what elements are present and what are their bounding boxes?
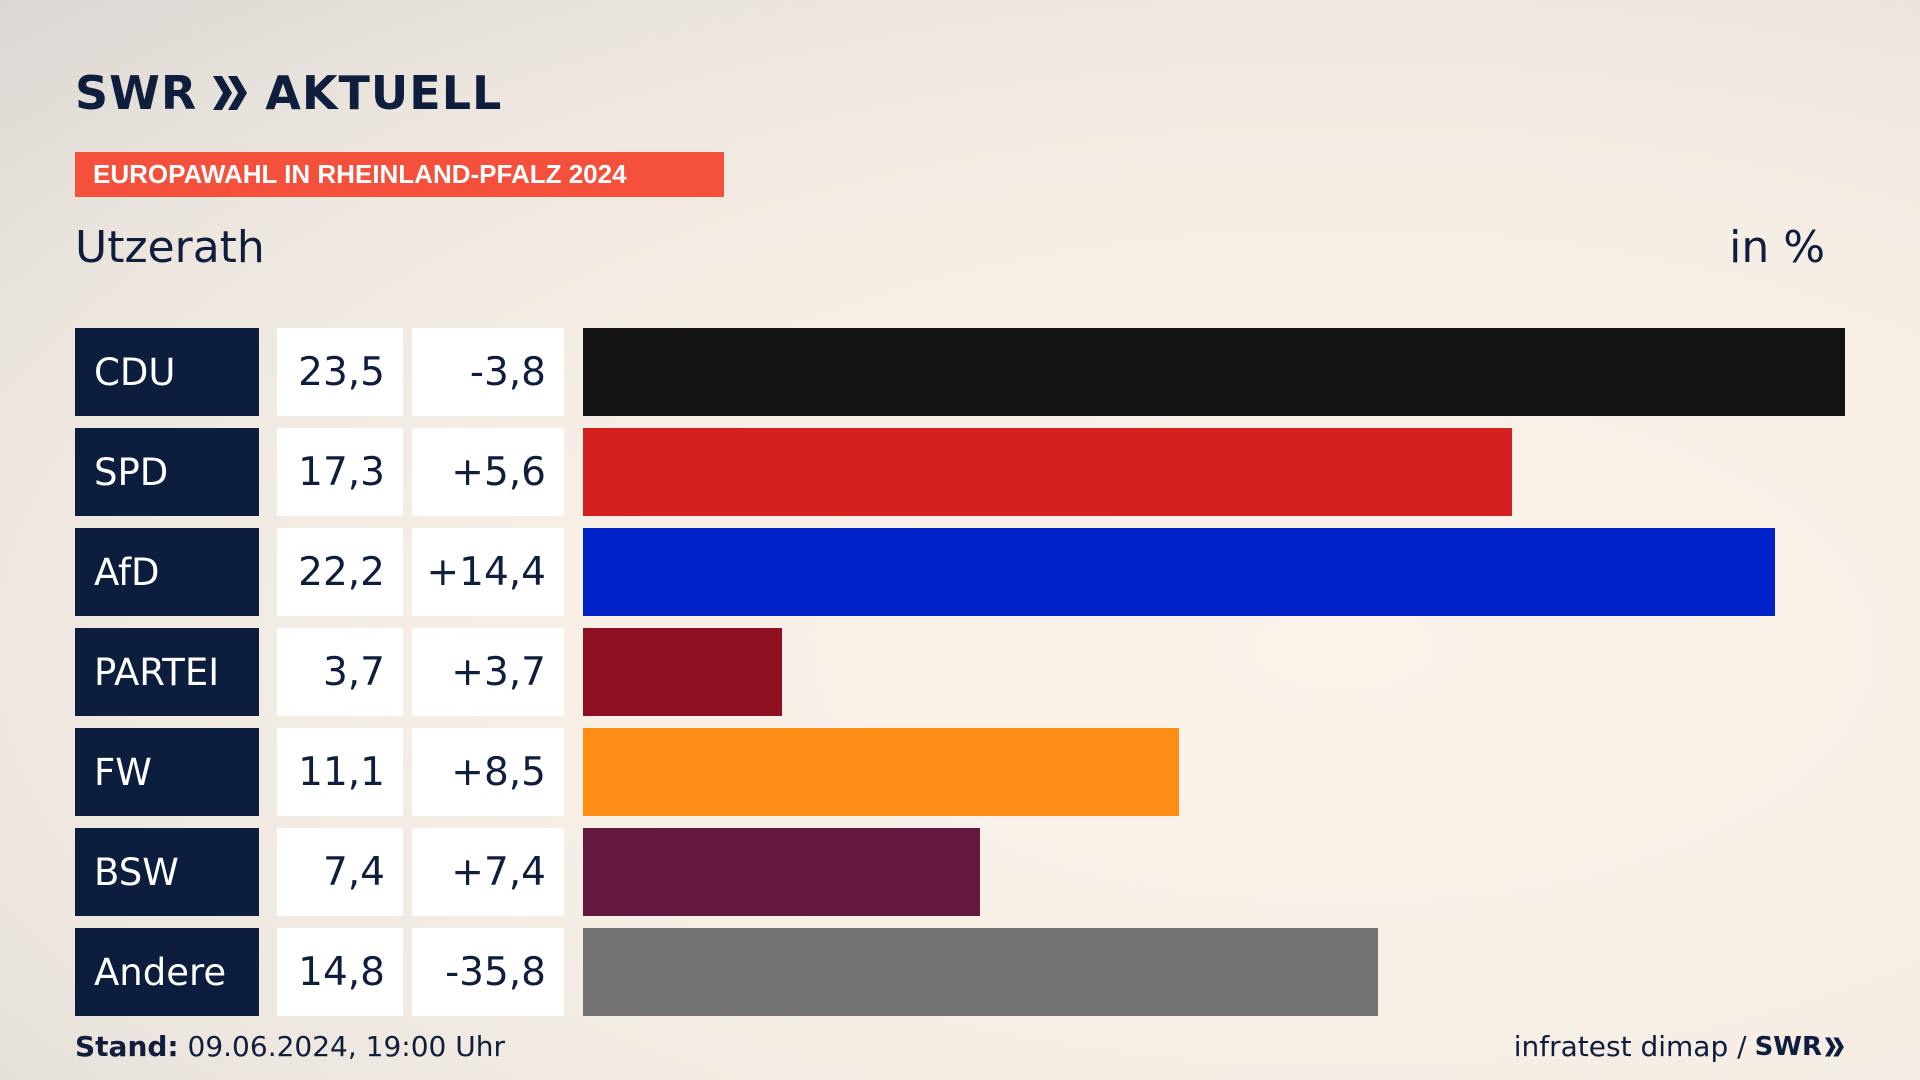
timestamp: Stand: 09.06.2024, 19:00 Uhr	[75, 1030, 505, 1063]
vote-change-value: +5,6	[412, 428, 564, 516]
vote-share-value: 7,4	[277, 828, 403, 916]
bar-spd	[583, 428, 1512, 516]
party-label: Andere	[75, 928, 259, 1016]
vote-share-value: 11,1	[277, 728, 403, 816]
result-row-cdu: CDU 23,5 -3,8	[75, 328, 1845, 416]
vote-change-value: +7,4	[412, 828, 564, 916]
party-label: SPD	[75, 428, 259, 516]
bar-bsw	[583, 828, 980, 916]
vote-share-value: 3,7	[277, 628, 403, 716]
party-label: CDU	[75, 328, 259, 416]
result-row-andere: Andere 14,8 -35,8	[75, 928, 1845, 1016]
place-title: Utzerath	[75, 222, 265, 273]
swr-aktuell-logo: SWR AKTUELL	[75, 66, 502, 120]
vote-share-value: 17,3	[277, 428, 403, 516]
election-banner: EUROPAWAHL IN RHEINLAND-PFALZ 2024	[75, 152, 724, 197]
stand-label: Stand:	[75, 1030, 179, 1063]
vote-change-value: +3,7	[412, 628, 564, 716]
result-row-bsw: BSW 7,4 +7,4	[75, 828, 1845, 916]
source-chevron-icon	[1825, 1037, 1844, 1056]
bar-afd	[583, 528, 1775, 616]
bar-partei	[583, 628, 782, 716]
bar-andere	[583, 928, 1378, 1016]
double-chevron-icon	[213, 73, 249, 113]
result-row-fw: FW 11,1 +8,5	[75, 728, 1845, 816]
source-text: infratest dimap /	[1513, 1030, 1747, 1063]
vote-share-value: 23,5	[277, 328, 403, 416]
result-row-spd: SPD 17,3 +5,6	[75, 428, 1845, 516]
result-row-partei: PARTEI 3,7 +3,7	[75, 628, 1845, 716]
vote-change-value: -35,8	[412, 928, 564, 1016]
bar-fw	[583, 728, 1179, 816]
party-label: FW	[75, 728, 259, 816]
result-row-afd: AfD 22,2 +14,4	[75, 528, 1845, 616]
logo-aktuell-text: AKTUELL	[265, 66, 503, 120]
vote-change-value: -3,8	[412, 328, 564, 416]
source-logo-text: SWR	[1754, 1031, 1822, 1062]
vote-share-value: 14,8	[277, 928, 403, 1016]
party-label: AfD	[75, 528, 259, 616]
vote-share-value: 22,2	[277, 528, 403, 616]
vote-change-value: +14,4	[412, 528, 564, 616]
bar-cdu	[583, 328, 1845, 416]
source-credit: infratest dimap / SWR	[1514, 1030, 1845, 1063]
unit-label: in %	[1729, 222, 1825, 273]
party-label: PARTEI	[75, 628, 259, 716]
stand-value: 09.06.2024, 19:00 Uhr	[187, 1030, 505, 1063]
logo-swr-text: SWR	[75, 66, 198, 120]
vote-change-value: +8,5	[412, 728, 564, 816]
party-label: BSW	[75, 828, 259, 916]
source-logo: SWR	[1755, 1032, 1845, 1062]
